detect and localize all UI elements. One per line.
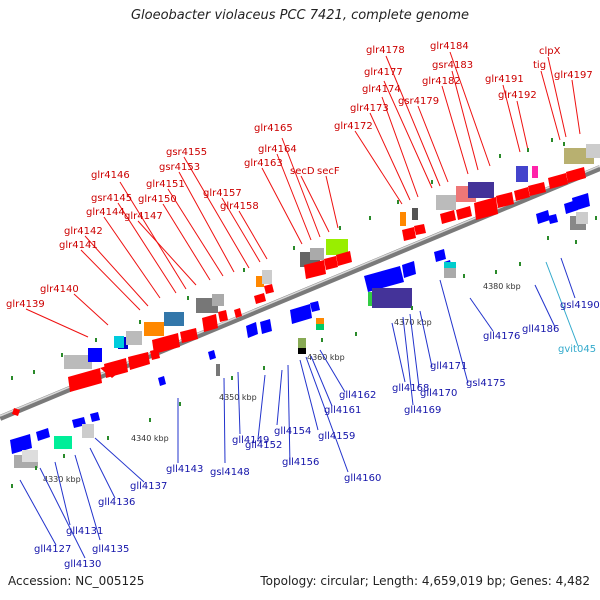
rna-leader-line bbox=[545, 261, 579, 347]
forward-gene-labels: glr4139 glr4140 glr4141 glr4142 glr4144 … bbox=[6, 41, 593, 310]
topology-text: Topology: circular; Length: 4,659,019 bp… bbox=[260, 574, 590, 588]
gene-label[interactable]: glr4139 bbox=[6, 299, 45, 310]
reverse-leader-lines bbox=[19, 257, 576, 559]
gene-label[interactable]: glr4178 bbox=[366, 45, 405, 56]
gene-label[interactable]: gsr4145 bbox=[91, 193, 132, 204]
gene-label-rna[interactable]: gvit045 bbox=[558, 344, 596, 355]
gene-label[interactable]: glr4158 bbox=[220, 201, 259, 212]
gene-label[interactable]: gll4131 bbox=[66, 526, 103, 537]
gene-label[interactable]: glr4197 bbox=[554, 70, 593, 81]
gene-label[interactable]: glr4192 bbox=[498, 90, 537, 101]
gene-label[interactable]: gll4171 bbox=[430, 361, 467, 372]
forward-leader-lines bbox=[25, 51, 581, 338]
gene-label[interactable]: gsr4155 bbox=[166, 147, 207, 158]
forward-arrows bbox=[68, 167, 586, 392]
gene-label[interactable]: glr4151 bbox=[146, 179, 185, 190]
tick-label-4350: 4350 kbp bbox=[219, 393, 257, 402]
tick-marks bbox=[11, 138, 597, 488]
gene-label[interactable]: glr4141 bbox=[59, 240, 98, 251]
gene-label[interactable]: glr4144 bbox=[86, 207, 125, 218]
gene-label[interactable]: glr4147 bbox=[124, 211, 163, 222]
gene-label[interactable]: glr4184 bbox=[430, 41, 469, 52]
tick-label-4330: 4330 kbp bbox=[43, 475, 81, 484]
gene-label[interactable]: gll4160 bbox=[344, 473, 381, 484]
tick-label-4360: 4360 kbp bbox=[307, 353, 345, 362]
gene-label[interactable]: gll4156 bbox=[282, 457, 319, 468]
gene-label[interactable]: glr4172 bbox=[334, 121, 373, 132]
gene-label[interactable]: gll4127 bbox=[34, 544, 71, 555]
gene-label[interactable]: gll4168 bbox=[392, 383, 429, 394]
gene-label[interactable]: gsr4183 bbox=[432, 60, 473, 71]
gene-label[interactable]: gll4135 bbox=[92, 544, 129, 555]
gene-label[interactable]: gll4161 bbox=[324, 405, 361, 416]
gene-label[interactable]: glr4163 bbox=[244, 158, 283, 169]
gene-label[interactable]: gll4186 bbox=[522, 324, 559, 335]
gene-label[interactable]: gsl4148 bbox=[210, 467, 250, 478]
gene-label[interactable]: gsr4179 bbox=[398, 96, 439, 107]
gene-label[interactable]: gll4149 bbox=[232, 435, 269, 446]
gene-label[interactable]: gll4130 bbox=[64, 559, 101, 570]
gene-label[interactable]: secD bbox=[290, 166, 315, 177]
gene-label[interactable]: glr4174 bbox=[362, 84, 401, 95]
left-marker bbox=[12, 408, 20, 416]
gene-label[interactable]: glr4142 bbox=[64, 226, 103, 237]
gene-label[interactable]: gsl4190 bbox=[560, 300, 600, 311]
genome-title: Gloeobacter violaceus PCC 7421, complete… bbox=[130, 8, 470, 23]
reverse-gene-labels: gll4127 gll4130 gll4131 gll4135 gll4136 … bbox=[34, 300, 600, 570]
gene-label[interactable]: glr4150 bbox=[138, 194, 177, 205]
gene-label[interactable]: gll4162 bbox=[339, 390, 376, 401]
gene-label[interactable]: gll4154 bbox=[274, 426, 311, 437]
gene-label[interactable]: gll4143 bbox=[166, 464, 203, 475]
gene-label[interactable]: tig bbox=[533, 60, 546, 71]
gene-label[interactable]: gll4136 bbox=[98, 497, 135, 508]
gene-label[interactable]: glr4164 bbox=[258, 144, 297, 155]
gene-label[interactable]: gll4137 bbox=[130, 481, 167, 492]
gene-label[interactable]: glr4173 bbox=[350, 103, 389, 114]
gene-label[interactable]: gsr4153 bbox=[159, 162, 200, 173]
accession-text: Accession: NC_005125 bbox=[8, 574, 145, 588]
gene-label[interactable]: secF bbox=[317, 166, 340, 177]
gene-label[interactable]: glr4177 bbox=[364, 67, 403, 78]
gene-label[interactable]: gll4159 bbox=[318, 431, 355, 442]
gene-label[interactable]: gll4169 bbox=[404, 405, 441, 416]
gene-label[interactable]: gll4152 bbox=[245, 440, 282, 451]
gene-label[interactable]: glr4191 bbox=[485, 74, 524, 85]
gene-label[interactable]: glr4182 bbox=[422, 76, 461, 87]
reverse-arrows bbox=[10, 193, 590, 454]
tick-label-4370: 4370 kbp bbox=[394, 318, 432, 327]
gene-label[interactable]: glr4140 bbox=[40, 284, 79, 295]
tick-label-4380: 4380 kbp bbox=[483, 282, 521, 291]
forward-features bbox=[64, 144, 600, 369]
reverse-features bbox=[14, 212, 588, 468]
gene-label[interactable]: gll4176 bbox=[483, 331, 520, 342]
gene-label[interactable]: clpX bbox=[539, 46, 561, 57]
tick-label-4340: 4340 kbp bbox=[131, 434, 169, 443]
gene-label[interactable]: gll4170 bbox=[420, 388, 457, 399]
gene-label[interactable]: glr4157 bbox=[203, 188, 242, 199]
gene-label[interactable]: gsl4175 bbox=[466, 378, 506, 389]
gene-label[interactable]: glr4146 bbox=[91, 170, 130, 181]
gene-label[interactable]: glr4165 bbox=[254, 123, 293, 134]
